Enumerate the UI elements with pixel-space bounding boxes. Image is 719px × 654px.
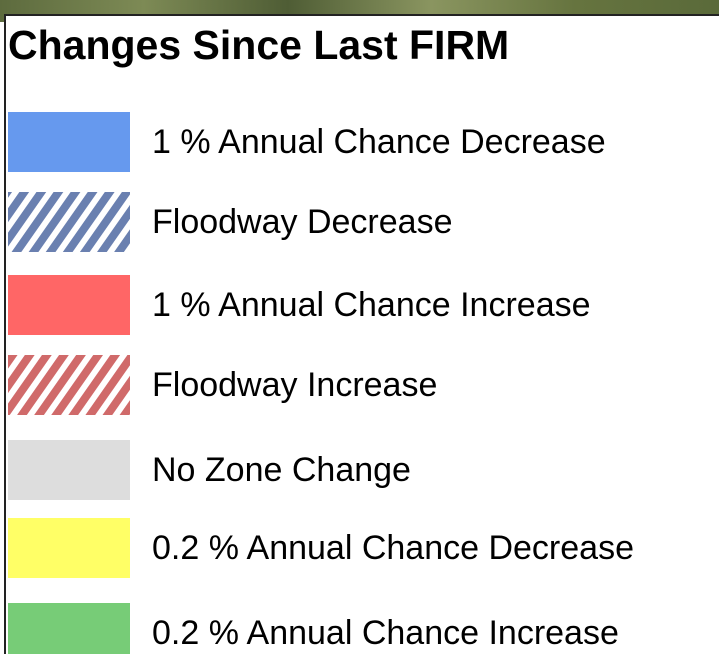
legend: 1 % Annual Chance Decrease Floodway Decre…: [0, 0, 719, 654]
legend-label: 1 % Annual Chance Increase: [152, 286, 591, 324]
legend-swatch: [8, 518, 130, 578]
legend-swatch: [8, 112, 130, 172]
legend-label: Floodway Decrease: [152, 203, 452, 241]
legend-label: No Zone Change: [152, 451, 411, 489]
legend-swatch: [8, 275, 130, 335]
legend-label: 0.2 % Annual Chance Increase: [152, 614, 619, 652]
legend-title: Changes Since Last FIRM: [8, 22, 509, 69]
legend-swatch: [8, 603, 130, 654]
legend-label: Floodway Increase: [152, 366, 437, 404]
legend-swatch: [8, 192, 130, 252]
page: {"title": "Changes Since Last FIRM", "it…: [0, 0, 719, 654]
legend-label: 0.2 % Annual Chance Decrease: [152, 529, 634, 567]
legend-swatch: [8, 355, 130, 415]
legend-label: 1 % Annual Chance Decrease: [152, 123, 606, 161]
legend-swatch: [8, 440, 130, 500]
